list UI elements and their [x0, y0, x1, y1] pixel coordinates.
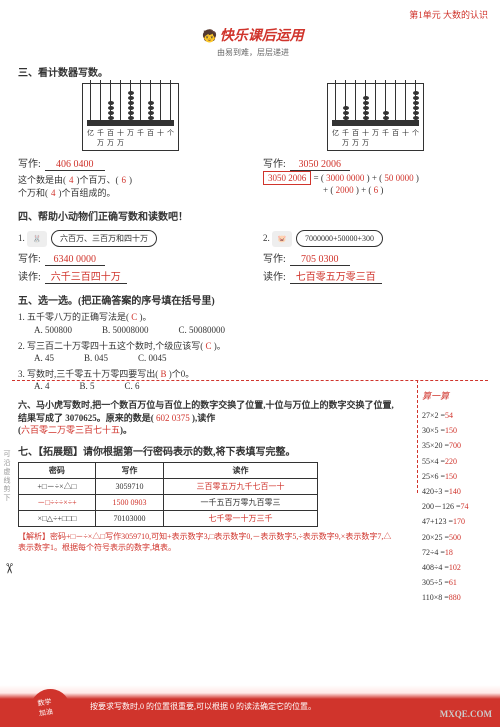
- l: 写作:: [263, 250, 286, 265]
- section-3-heading: 三、看计数器写数。: [18, 64, 488, 79]
- write-answer-1: 406 0400: [45, 159, 105, 171]
- ans: 4: [48, 188, 59, 198]
- t: 个万和(: [18, 188, 48, 198]
- opt-a: A. 500800: [34, 324, 72, 337]
- th: 密码: [19, 462, 96, 478]
- t: )。: [120, 425, 132, 435]
- write-label: 写作:: [263, 155, 286, 170]
- ans: 4: [66, 175, 77, 185]
- watermark: MXQE.COM: [440, 709, 492, 719]
- abacus-left: 亿千万百万十万万千百十个: [18, 83, 243, 151]
- heart-icon: [28, 686, 72, 725]
- ans: 602 0375: [156, 413, 190, 423]
- ans: 50 0000: [384, 173, 413, 183]
- cell: 一千五百万零九百零三: [164, 494, 318, 510]
- cell: 1500 0903: [95, 494, 163, 510]
- cell: 七千零一十万三千: [164, 510, 318, 526]
- explanation: 【解析】密码+□－÷×△□写作3059710,可知+表示数字3,□表示数字0,－…: [18, 531, 398, 553]
- qnum: 2.: [263, 233, 270, 243]
- scissors-icon: ✂: [0, 563, 16, 575]
- password-table: 密码写作读作 +□－÷×△□3059710三百零五万九千七百一十 －□÷÷÷×÷…: [18, 462, 318, 527]
- q: 3. 写数时,三千零五十万零四要写出(: [18, 369, 158, 379]
- dashed-line-v: [417, 380, 418, 493]
- q: 2. 写三百二十万零四十五这个数时,个级应该写(: [18, 341, 203, 351]
- th: 读作: [164, 462, 318, 478]
- t: ) + (: [354, 185, 374, 195]
- subtitle: 由易到难，层层递进: [18, 47, 488, 58]
- ans: B: [161, 369, 167, 379]
- t: )个0。: [169, 369, 195, 379]
- qnum: 1.: [18, 233, 25, 243]
- write-ans: 705 0300: [290, 254, 350, 266]
- opt-b: B. 50008000: [102, 324, 149, 337]
- page-title: 快乐课后运用: [220, 29, 304, 44]
- t: 这个数是由(: [18, 175, 66, 185]
- mascot-icon: 🧒: [202, 29, 217, 43]
- pig-icon: 🐷: [272, 231, 292, 247]
- cell: +□－÷×△□: [19, 478, 96, 494]
- t: ): [129, 175, 132, 185]
- ans: 3000 0000: [326, 173, 364, 183]
- ans: 6: [119, 175, 130, 185]
- cell: 70103000: [95, 510, 163, 526]
- cell: ×□△÷+□□□: [19, 510, 96, 526]
- abacus-right: 亿千万百万十万万千百十个: [263, 83, 488, 151]
- opt-a: A. 4: [34, 380, 50, 393]
- t: )。: [214, 341, 226, 351]
- cut-note: 可 沿 虚 线 剪 下: [2, 450, 12, 501]
- read-ans: 七百零五万零三百: [290, 268, 382, 284]
- unit-header: 第1单元 大数的认识: [18, 8, 488, 21]
- t: + (: [323, 185, 336, 195]
- boxed-num: 3050 2006: [263, 171, 311, 185]
- t: ) + (: [364, 173, 384, 183]
- opt-b: B. 5: [80, 380, 95, 393]
- rabbit-icon: 🐰: [27, 231, 47, 247]
- cell: 3059710: [95, 478, 163, 494]
- ans: C: [131, 312, 137, 322]
- read-ans: 六千三百四十万: [45, 268, 127, 284]
- side-calculations: 算一算 27×2 =5430×5 =15035×20 =70055×4 =220…: [422, 388, 494, 606]
- section-5-heading: 五、选一选。(把正确答案的序号填在括号里): [18, 292, 398, 307]
- bubble: 六百万、三百万和四十万: [51, 230, 157, 247]
- th: 写作: [95, 462, 163, 478]
- footer: 按要求写数时,0 的位置很重要,可以根据 0 的读法确定它的位置。: [0, 685, 500, 727]
- side-title: 算一算: [422, 388, 494, 405]
- read-ans: 六百零二万零三百七十五: [21, 425, 120, 435]
- l: 读作:: [263, 268, 286, 283]
- opt-a: A. 45: [34, 352, 54, 365]
- section-4-heading: 四、帮助小动物们正确写数和读数吧！: [18, 208, 488, 223]
- write-ans: 6340 0000: [45, 254, 105, 266]
- cell: －□÷÷÷×÷+: [19, 494, 96, 510]
- footer-text: 按要求写数时,0 的位置很重要,可以根据 0 的读法确定它的位置。: [90, 701, 316, 712]
- t: = (: [311, 173, 326, 183]
- t: ): [378, 185, 383, 195]
- cell: 三百零五万九千七百一十: [164, 478, 318, 494]
- write-answer-2: 3050 2006: [290, 159, 350, 171]
- opt-c: C. 0045: [138, 352, 167, 365]
- ans: C: [206, 341, 212, 351]
- section-7-heading: 七、【拓展题】请你根据第一行密码表示的数,将下表填写完整。: [18, 443, 398, 458]
- opt-c: C. 6: [125, 380, 140, 393]
- write-label: 写作:: [18, 155, 41, 170]
- q: 1. 五千零八万的正确写法是(: [18, 312, 129, 322]
- t: ): [414, 173, 419, 183]
- bubble: 7000000+50000+300: [296, 230, 383, 247]
- l: 读作:: [18, 268, 41, 283]
- ans: 2000: [336, 185, 354, 195]
- opt-b: B. 045: [84, 352, 108, 365]
- l: 写作:: [18, 250, 41, 265]
- t: )个百组成的。: [59, 188, 116, 198]
- opt-c: C. 50080000: [179, 324, 226, 337]
- t: )。: [140, 312, 152, 322]
- t: )个百万、(: [77, 175, 119, 185]
- t: ),读作: [192, 413, 215, 423]
